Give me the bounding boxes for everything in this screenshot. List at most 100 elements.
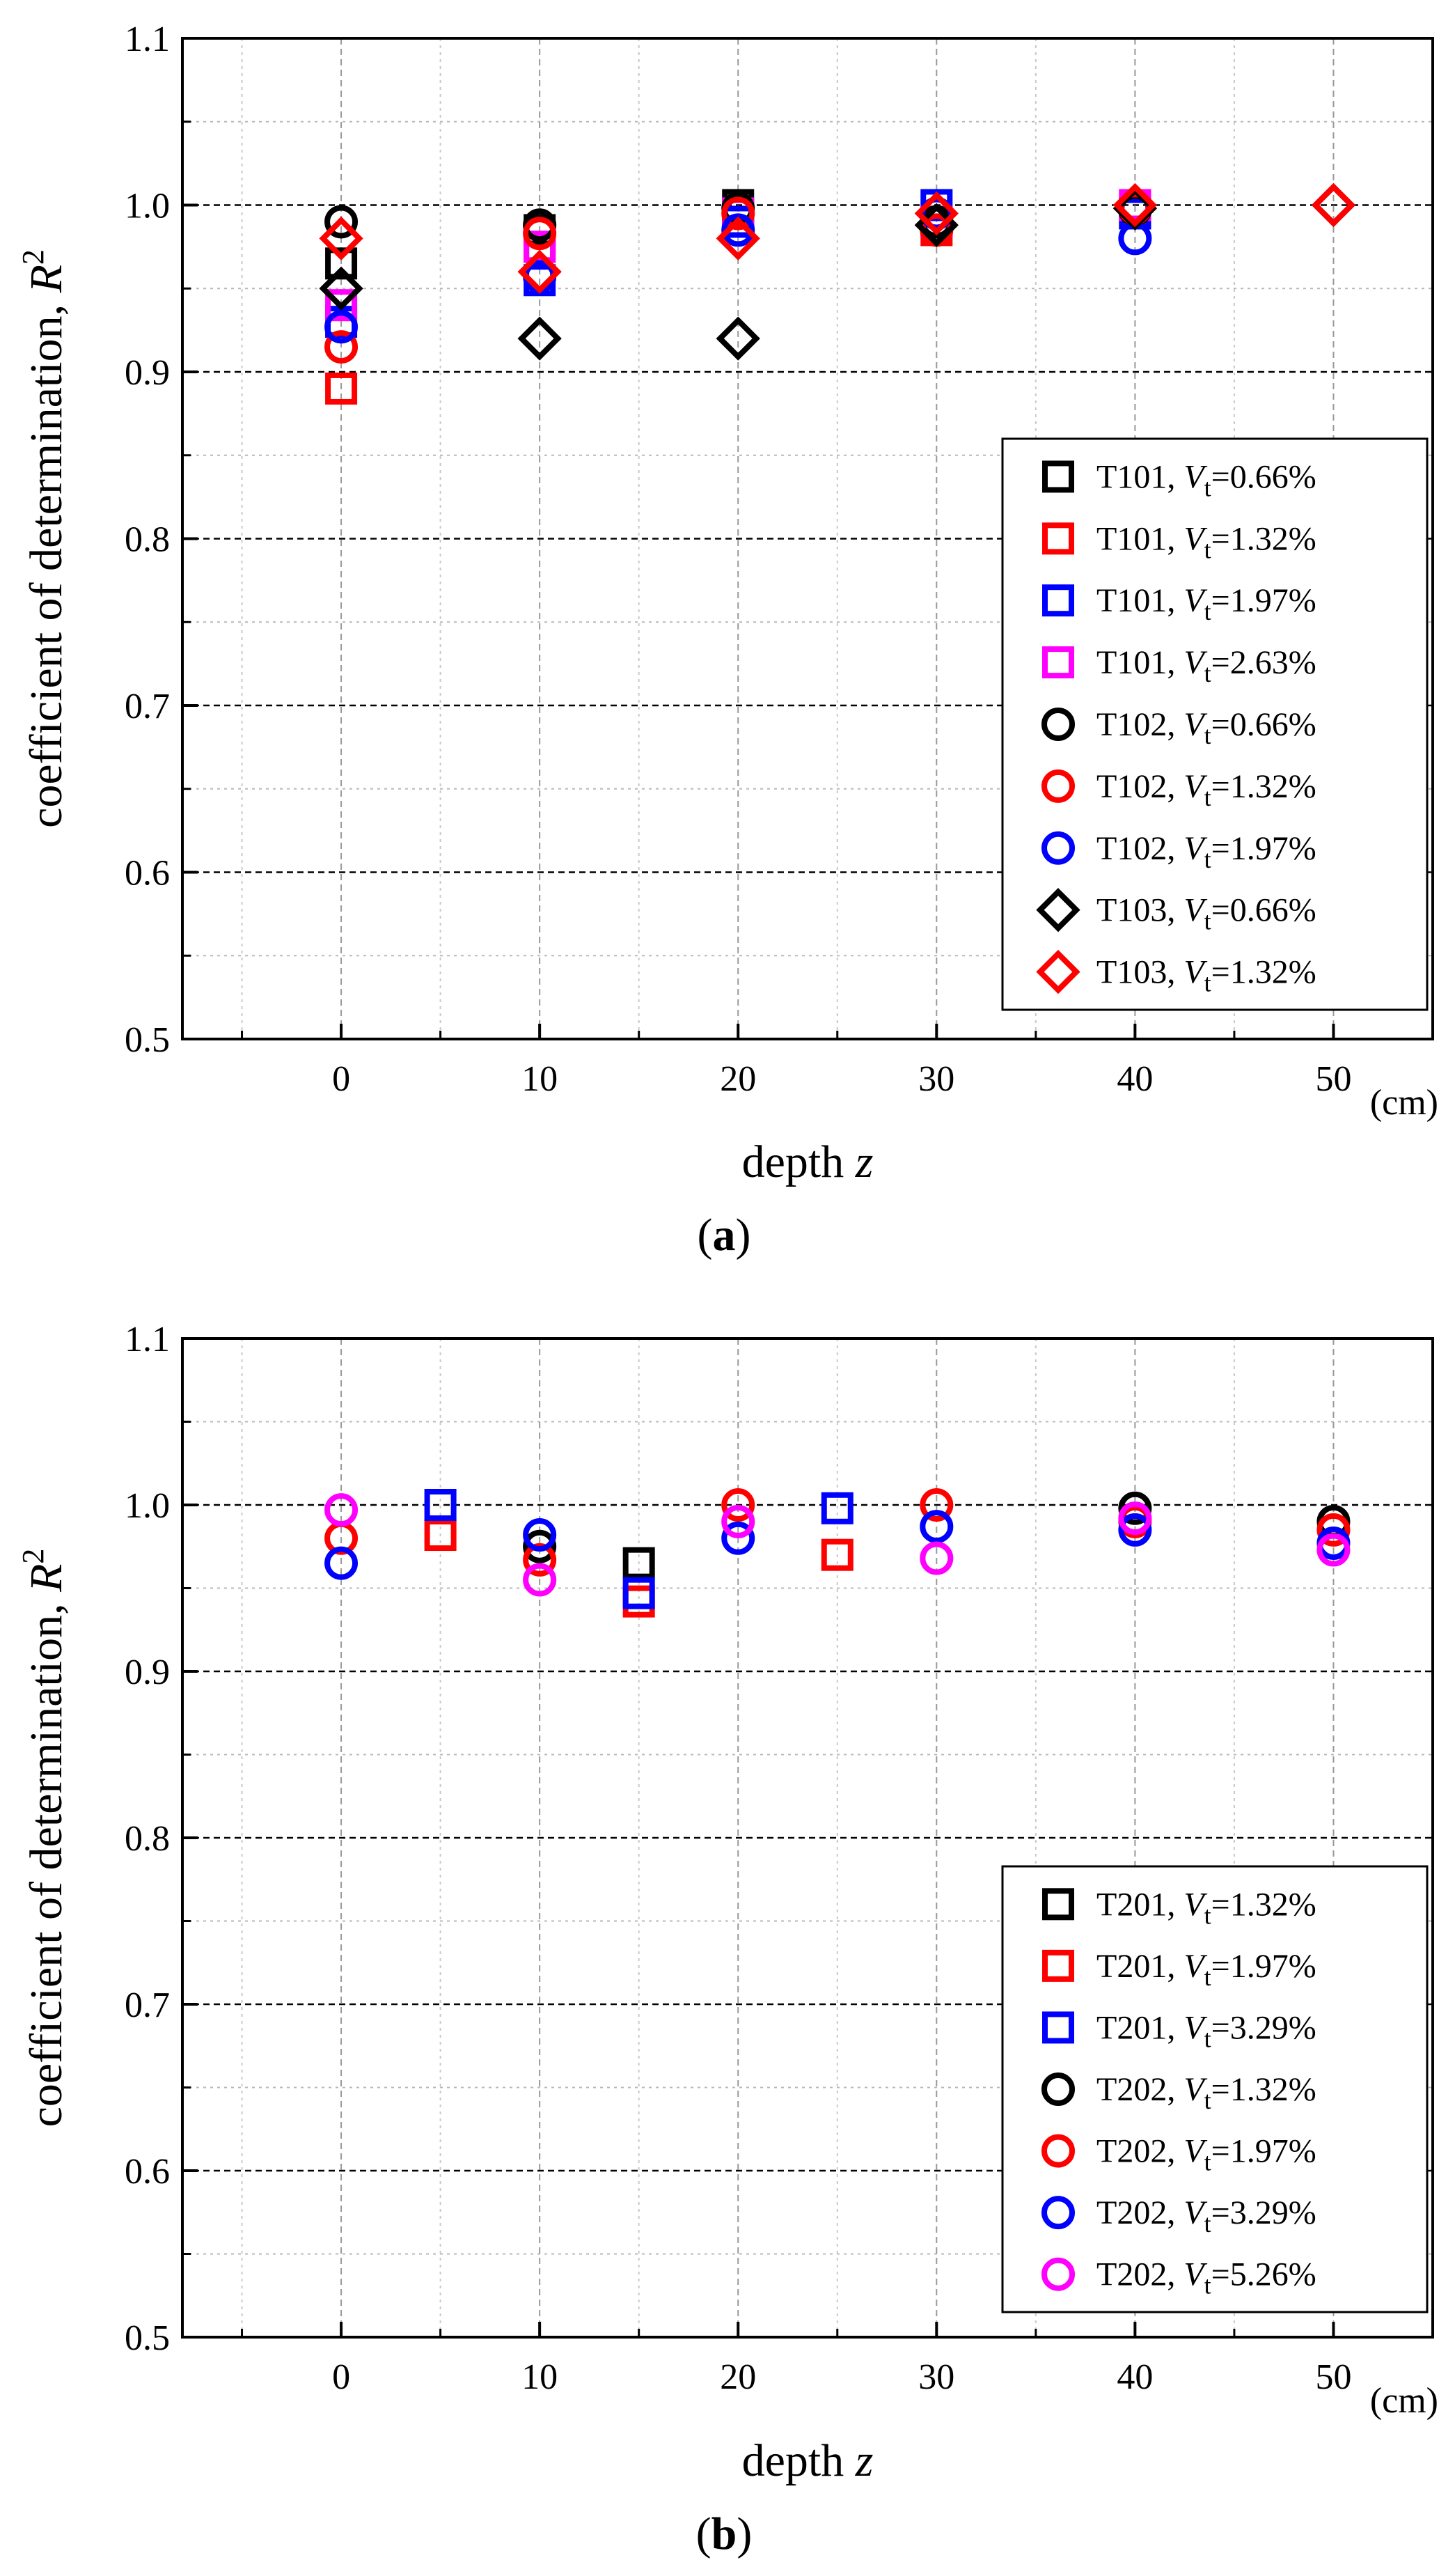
- data-point: [517, 249, 562, 294]
- data-point: [716, 216, 760, 261]
- y-tick-label: 1.1: [125, 19, 170, 59]
- data-point: [523, 1543, 557, 1577]
- y-tick-label: 0.6: [125, 854, 170, 893]
- legend-marker: [1042, 646, 1074, 679]
- data-point: [324, 330, 359, 364]
- x-tick-label: 50: [1315, 2357, 1351, 2397]
- x-unit-label: (cm): [1370, 2381, 1438, 2421]
- legend-marker: [1042, 1888, 1074, 1921]
- data-point: [523, 1529, 557, 1563]
- data-point: [721, 1521, 755, 1555]
- legend-label: T202, Vt=3.29%: [1096, 2194, 1316, 2238]
- data-point: [914, 191, 959, 236]
- data-point: [716, 316, 760, 361]
- data-point: [1311, 182, 1356, 228]
- series-T202-5.26%: [324, 1493, 1351, 1597]
- data-point: [920, 1488, 954, 1522]
- x-tick-label: 10: [521, 2357, 558, 2397]
- legend-label: T102, Vt=0.66%: [1096, 706, 1316, 749]
- x-tick-label: 20: [720, 2357, 756, 2397]
- series-T103-1.32%: [319, 182, 1356, 294]
- y-tick-label: 0.8: [125, 1819, 170, 1859]
- legend-label: T102, Vt=1.32%: [1096, 768, 1316, 811]
- legend-label: T102, Vt=1.97%: [1096, 830, 1316, 873]
- chart-panel-b: 0.5 0.6 0.7 0.8 0.9 1.0 1.1 0 10 20 30 40 50 (cm) dept…: [16, 1320, 1438, 2559]
- data-point: [1118, 1513, 1152, 1547]
- x-tick-label: 10: [521, 1059, 558, 1099]
- data-point: [319, 266, 363, 311]
- legend-marker: [1042, 2011, 1074, 2044]
- data-point: [424, 1489, 457, 1521]
- y-tick-label: 1.1: [125, 1320, 170, 1359]
- legend: T201, Vt=1.32% T201, Vt=1.97% T201, Vt=3.2…: [1001, 1865, 1429, 2313]
- legend-marker: [1041, 708, 1075, 741]
- data-point: [821, 1492, 854, 1524]
- legend-label: T202, Vt=1.32%: [1096, 2071, 1316, 2114]
- x-tick-label: 0: [332, 1059, 350, 1099]
- data-point: [1118, 1491, 1152, 1525]
- data-point: [517, 316, 562, 361]
- data-point: [1316, 1513, 1351, 1547]
- legend-label: T101, Vt=1.97%: [1096, 582, 1316, 625]
- data-point: [721, 213, 755, 247]
- legend-marker: [1042, 460, 1074, 493]
- y-tick-label: 0.5: [125, 2318, 170, 2358]
- y-tick-label: 0.6: [125, 2152, 170, 2192]
- data-point: [324, 1493, 359, 1527]
- data-point: [721, 1488, 755, 1522]
- series-T201-3.29%: [424, 1489, 854, 1609]
- legend-marker: [1042, 584, 1074, 617]
- data-point: [920, 1541, 954, 1575]
- data-point: [324, 310, 359, 344]
- x-tick-label: 20: [720, 1059, 756, 1099]
- x-unit-label: (cm): [1370, 1083, 1438, 1123]
- data-point: [1316, 1533, 1351, 1567]
- x-tick-label: 30: [918, 1059, 954, 1099]
- data-point: [920, 1510, 954, 1544]
- x-tick-label: 40: [1117, 1059, 1153, 1099]
- panel-caption: (b): [696, 2508, 753, 2559]
- data-point: [324, 205, 359, 239]
- y-tick-label: 0.7: [125, 687, 170, 726]
- legend-marker: [1041, 2134, 1075, 2168]
- y-tick-label: 1.0: [125, 1486, 170, 1526]
- data-point: [319, 216, 363, 261]
- y-axis-title: coefficient of determination, R2: [16, 249, 72, 828]
- legend: T101, Vt=0.66% T101, Vt=1.32% T101, Vt=1.9…: [1001, 437, 1429, 1011]
- x-tick-label: 0: [332, 2357, 350, 2397]
- y-tick-label: 0.9: [125, 353, 170, 393]
- data-point: [325, 372, 358, 405]
- data-point: [622, 1547, 655, 1579]
- chart-panel-a: 0.5 0.6 0.7 0.8 0.9 1.0 1.1 0 10 20 30 40 50 (cm) dept…: [16, 19, 1438, 1260]
- data-point: [324, 1546, 359, 1580]
- y-tick-label: 0.9: [125, 1653, 170, 1692]
- y-tick-label: 1.0: [125, 187, 170, 226]
- data-point: [721, 196, 755, 231]
- legend-marker: [1041, 2196, 1075, 2230]
- data-point: [523, 1518, 557, 1552]
- legend-label: T101, Vt=2.63%: [1096, 644, 1316, 687]
- legend-label: T202, Vt=5.26%: [1096, 2256, 1316, 2300]
- data-point: [424, 1519, 457, 1552]
- data-point: [1112, 182, 1158, 228]
- legend-marker: [1041, 2257, 1075, 2291]
- y-tick-label: 0.8: [125, 520, 170, 560]
- x-axis-title: depth z: [742, 2435, 874, 2486]
- legend-label: T202, Vt=1.97%: [1096, 2133, 1316, 2176]
- x-tick-label: 50: [1315, 1059, 1351, 1099]
- legend-marker: [1041, 831, 1075, 865]
- legend-marker: [1036, 949, 1080, 994]
- data-point: [523, 217, 557, 251]
- data-point: [325, 247, 358, 280]
- data-point: [325, 289, 358, 322]
- y-axis-title: coefficient of determination, R2: [16, 1549, 72, 2128]
- legend-marker: [1036, 888, 1080, 932]
- legend-marker: [1041, 2072, 1075, 2106]
- data-point: [721, 1504, 755, 1538]
- series-T202-3.29%: [324, 1510, 1351, 1580]
- data-point: [920, 196, 954, 231]
- series-T201-1.32%: [622, 1547, 655, 1579]
- data-point: [523, 1563, 557, 1597]
- legend-label: T201, Vt=1.32%: [1096, 1886, 1316, 1929]
- x-tick-label: 40: [1117, 2357, 1153, 2397]
